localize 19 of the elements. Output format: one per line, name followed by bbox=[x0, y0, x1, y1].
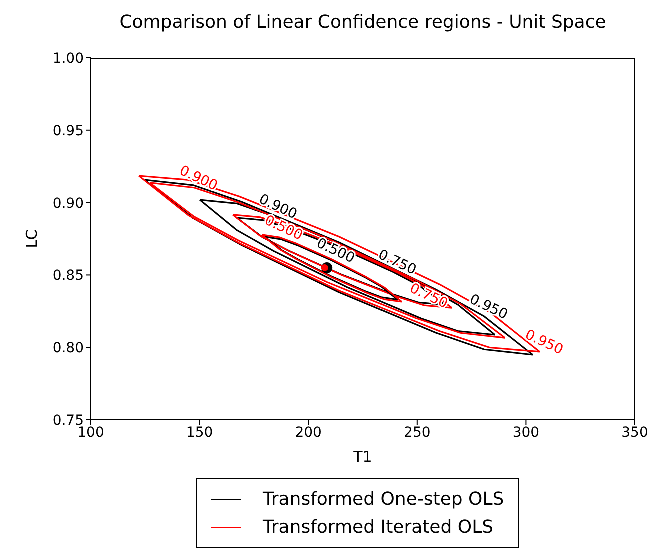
legend-label: Transformed One-step OLS bbox=[263, 488, 504, 510]
x-tick-label: 350 bbox=[622, 424, 647, 441]
x-tick-label: 300 bbox=[512, 424, 540, 441]
y-tick-label: 0.80 bbox=[52, 340, 84, 357]
x-tick-label: 100 bbox=[78, 424, 104, 441]
x-axis-title: T1 bbox=[352, 448, 374, 466]
x-tick-label: 250 bbox=[404, 424, 431, 441]
chart-title: Comparison of Linear Confidence regions - Unit Space bbox=[118, 12, 608, 33]
y-tick-label: 1.00 bbox=[52, 50, 84, 67]
y-axis-title: LC bbox=[23, 230, 41, 248]
y-tick-label: 0.85 bbox=[52, 268, 84, 284]
annotation: 0.750 bbox=[376, 247, 419, 279]
legend-label: Transformed Iterated OLS bbox=[263, 516, 494, 538]
x-tick-label: 150 bbox=[186, 424, 214, 441]
y-tick-label: 0.90 bbox=[52, 196, 84, 212]
annotation: 0.950 bbox=[522, 327, 566, 358]
y-tick-label: 0.95 bbox=[52, 123, 84, 140]
x-tick-label: 200 bbox=[295, 424, 322, 441]
annotation: 0.500 bbox=[314, 235, 358, 267]
